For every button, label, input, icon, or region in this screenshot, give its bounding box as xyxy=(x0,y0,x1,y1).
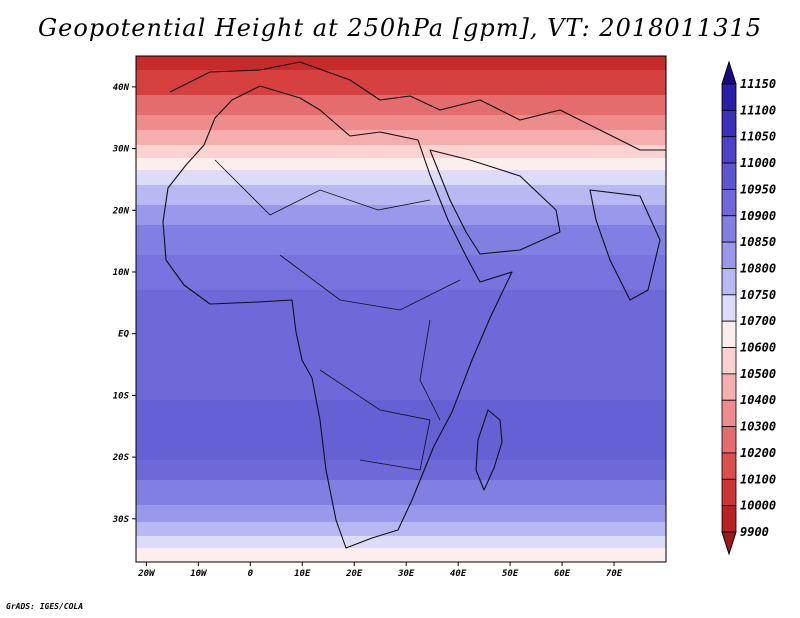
lat-tick-label: 40N xyxy=(113,83,130,93)
height-band xyxy=(136,330,666,401)
colorbar-swatch xyxy=(721,136,737,164)
height-band xyxy=(136,56,666,71)
height-band xyxy=(136,158,666,171)
central-border xyxy=(279,254,461,311)
height-band xyxy=(136,536,666,549)
colorbar-label: 11000 xyxy=(740,156,776,170)
europe-coastline xyxy=(169,61,666,151)
colorbar-swatch xyxy=(721,215,737,243)
lat-tick-label: 30N xyxy=(112,145,130,155)
height-bands xyxy=(136,56,666,562)
sahara-border xyxy=(214,159,431,216)
lon-tick-label: 50E xyxy=(502,569,519,579)
lat-tick-label: 20S xyxy=(112,453,130,463)
height-band xyxy=(136,130,666,146)
plot-frame xyxy=(135,55,667,563)
colorbar-label: 10850 xyxy=(740,235,776,249)
height-band xyxy=(136,185,666,206)
lon-tick-label: 70E xyxy=(606,569,623,579)
colorbar-label: 10900 xyxy=(740,209,776,223)
southern-border xyxy=(319,369,431,471)
lon-tick-label: 30E xyxy=(397,569,415,579)
colorbar-label: 10300 xyxy=(740,420,776,434)
lon-tick-label: 60E xyxy=(554,569,571,579)
arabia-coastline xyxy=(429,149,561,255)
colorbar-label: 11100 xyxy=(740,103,776,117)
colorbar-label: 10600 xyxy=(740,341,776,355)
colorbar-swatch xyxy=(721,347,737,375)
colorbar-label: 11150 xyxy=(740,77,776,91)
colorbar: 11150 11100 11050 11000 10950 10900 10850 10800… xyxy=(721,60,776,556)
height-band xyxy=(136,170,666,186)
height-band xyxy=(136,95,666,116)
colorbar-label: 10950 xyxy=(740,182,776,196)
colorbar-label: 10400 xyxy=(740,393,776,407)
colorbar-swatch xyxy=(721,83,737,111)
colorbar-label: 9900 xyxy=(740,525,769,539)
credit-text: GrADS: IGES/COLA xyxy=(6,602,84,611)
lon-tick-label: 0 xyxy=(248,569,254,579)
colorbar-swatch xyxy=(721,452,737,480)
colorbar-bottom-arrow xyxy=(721,531,737,556)
colorbar-label: 10800 xyxy=(740,261,776,275)
height-band xyxy=(136,255,666,291)
height-band xyxy=(136,115,666,131)
colorbar-swatch xyxy=(721,189,737,217)
lon-tick-label: 10W xyxy=(190,569,208,579)
colorbar-label: 11050 xyxy=(740,130,776,144)
field-layer xyxy=(136,56,666,562)
height-band xyxy=(136,225,666,256)
colorbar-label: 10100 xyxy=(740,472,776,486)
colorbar-swatch xyxy=(721,426,737,454)
colorbar-label: 10700 xyxy=(740,314,776,328)
lat-tick-label: 10S xyxy=(113,391,130,401)
africa-coastline xyxy=(162,85,513,549)
colorbar-label: 10000 xyxy=(740,499,776,513)
height-band xyxy=(136,400,666,461)
height-band xyxy=(136,505,666,523)
lon-tick-label: 40E xyxy=(450,569,467,579)
height-band xyxy=(136,290,666,331)
colorbar-swatch xyxy=(721,320,737,348)
colorbar-swatch xyxy=(721,162,737,190)
lat-tick-label: 20N xyxy=(112,206,130,216)
colorbar-label: 10750 xyxy=(740,288,776,302)
colorbar-top-arrow xyxy=(721,60,737,85)
lon-ticks: 20W 10W 0 10E 20E 30E 40E 50E 60E 70E xyxy=(137,562,623,579)
colorbar-label: 10200 xyxy=(740,446,776,460)
colorbar-swatch xyxy=(721,478,737,507)
colorbar-label: 10500 xyxy=(740,367,776,381)
lat-tick-label: EQ xyxy=(118,330,129,340)
coastline xyxy=(162,61,666,549)
lon-tick-label: 10E xyxy=(294,569,311,579)
colorbar-swatch xyxy=(721,268,737,296)
lon-tick-label: 20W xyxy=(137,569,156,579)
colorbar-swatch xyxy=(721,505,737,533)
colorbar-swatch xyxy=(721,109,737,138)
madagascar-coastline xyxy=(475,409,503,491)
lat-tick-label: 30S xyxy=(112,515,130,525)
colorbar-swatch xyxy=(721,294,737,322)
height-band xyxy=(136,480,666,506)
height-band xyxy=(136,522,666,537)
height-band xyxy=(136,460,666,481)
height-band xyxy=(136,205,666,226)
lon-tick-label: 20E xyxy=(345,569,363,579)
east-border xyxy=(419,319,441,421)
chart-title: Geopotential Height at 250hPa [gpm], VT:… xyxy=(38,14,762,42)
height-band xyxy=(136,145,666,159)
lat-tick-label: 10N xyxy=(113,268,130,278)
colorbar-swatch xyxy=(721,241,737,269)
height-band xyxy=(136,548,666,562)
height-band xyxy=(136,70,666,96)
lat-ticks: 40N 30N 20N 10N EQ 10S 20S 30S xyxy=(112,83,136,525)
colorbar-swatch xyxy=(721,373,737,401)
colorbar-swatch xyxy=(721,399,737,427)
country-borders xyxy=(214,159,461,471)
india-coastline xyxy=(589,189,661,301)
